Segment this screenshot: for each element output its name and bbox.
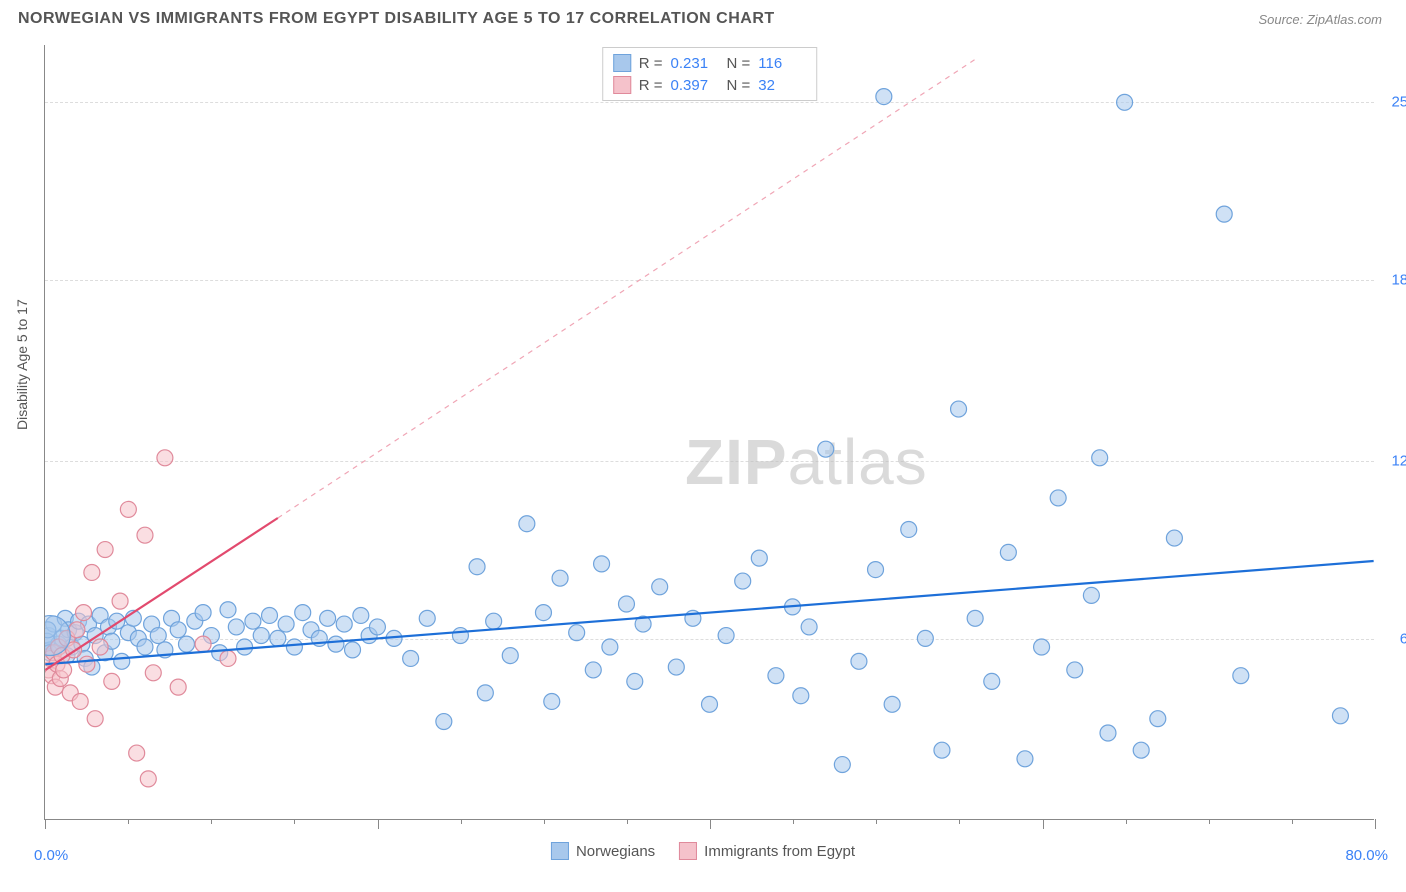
n-value-blue: 116	[758, 55, 806, 72]
x-tick	[128, 819, 129, 824]
x-tick	[876, 819, 877, 824]
swatch-pink-icon	[679, 842, 697, 860]
x-tick	[959, 819, 960, 824]
legend-row-egypt: R = 0.397 N = 32	[613, 74, 807, 96]
x-tick	[627, 819, 628, 824]
legend-item-norwegians: Norwegians	[551, 842, 655, 860]
y-axis-label: Disability Age 5 to 17	[14, 299, 30, 430]
y-tick-label: 18.8%	[1391, 272, 1406, 289]
r-label: R =	[639, 77, 663, 94]
x-tick	[211, 819, 212, 824]
x-tick	[710, 819, 711, 829]
x-tick	[544, 819, 545, 824]
chart-title: NORWEGIAN VS IMMIGRANTS FROM EGYPT DISAB…	[18, 10, 775, 28]
x-tick	[793, 819, 794, 824]
n-label: N =	[727, 55, 751, 72]
x-tick	[45, 819, 46, 829]
y-tick-label: 6.3%	[1400, 631, 1406, 648]
x-tick	[1209, 819, 1210, 824]
n-value-pink: 32	[758, 77, 806, 94]
legend-label: Norwegians	[576, 843, 655, 860]
x-tick	[1126, 819, 1127, 824]
x-tick	[378, 819, 379, 829]
series-legend: Norwegians Immigrants from Egypt	[545, 840, 861, 862]
legend-row-norwegians: R = 0.231 N = 116	[613, 52, 807, 74]
n-label: N =	[727, 77, 751, 94]
scatter-svg	[45, 45, 1374, 819]
legend-label: Immigrants from Egypt	[704, 843, 855, 860]
r-value-pink: 0.397	[671, 77, 719, 94]
x-axis-min-label: 0.0%	[34, 847, 68, 864]
swatch-blue-icon	[613, 54, 631, 72]
x-tick	[1292, 819, 1293, 824]
r-label: R =	[639, 55, 663, 72]
plot-area: R = 0.231 N = 116 R = 0.397 N = 32 ZIPat…	[44, 45, 1374, 820]
x-axis-max-label: 80.0%	[1345, 847, 1388, 864]
swatch-blue-icon	[551, 842, 569, 860]
x-tick	[294, 819, 295, 824]
x-tick	[1375, 819, 1376, 829]
y-tick-label: 25.0%	[1391, 94, 1406, 111]
source-attribution: Source: ZipAtlas.com	[1258, 12, 1382, 27]
correlation-legend: R = 0.231 N = 116 R = 0.397 N = 32	[602, 47, 818, 101]
x-tick	[461, 819, 462, 824]
y-tick-label: 12.5%	[1391, 453, 1406, 470]
legend-item-egypt: Immigrants from Egypt	[679, 842, 855, 860]
swatch-pink-icon	[613, 76, 631, 94]
x-tick	[1043, 819, 1044, 829]
r-value-blue: 0.231	[671, 55, 719, 72]
